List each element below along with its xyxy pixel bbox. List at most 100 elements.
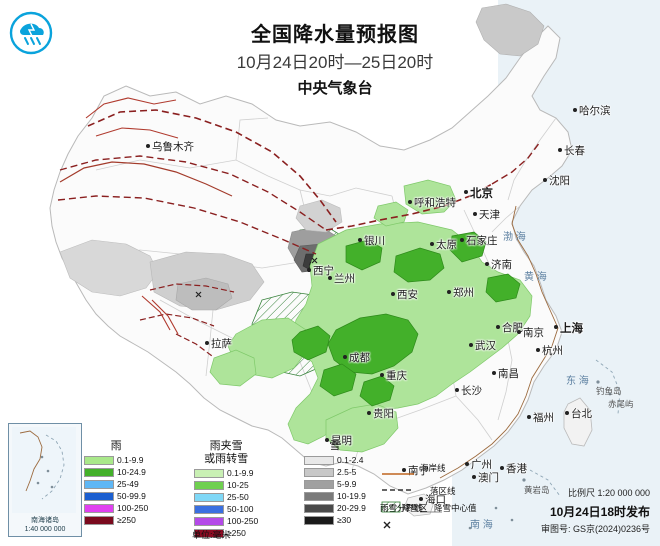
city-dot — [536, 348, 540, 352]
city-dot — [325, 438, 329, 442]
legend-range-label: 20-29.9 — [337, 503, 366, 513]
city-dot — [402, 468, 406, 472]
city-dot — [358, 238, 362, 242]
city-dot — [469, 343, 473, 347]
city-dot — [473, 212, 477, 216]
legend-swatch — [194, 529, 224, 538]
map-annotation: 黄岩岛 — [524, 485, 550, 495]
legend-row: 100-250 — [194, 516, 258, 527]
legend-swatch — [194, 517, 224, 526]
legend-snowcenter-label: 降雪中心值 — [434, 503, 477, 513]
legend-swatch — [84, 516, 114, 525]
legend-swatch — [84, 456, 114, 465]
city-dot — [500, 466, 504, 470]
legend-column-head: 雪 — [329, 440, 341, 452]
inset-caption: 南海诸岛 1:40 000 000 — [24, 517, 66, 533]
legend-range-label: 5-9.9 — [337, 479, 357, 489]
sea-label: 南 海 — [470, 520, 493, 531]
legend-column-sleet: 雨夹雪 或雨转雪 0.1-9.9 10-25 25-50 50-100 100-250 ≥25… — [194, 440, 258, 540]
legend-symbol-icons — [381, 473, 442, 529]
page-title: 全国降水量预报图 — [251, 24, 419, 46]
northwest-boundary — [59, 161, 233, 197]
legend-row: 10-19.9 — [304, 491, 366, 502]
city-label: 长春 — [564, 145, 585, 157]
city-label: 西安 — [397, 289, 418, 301]
city-label: 郑州 — [453, 287, 474, 299]
sea-label: 黄 海 — [524, 272, 547, 283]
city-label: 海口 — [425, 494, 446, 506]
city-label: 太原 — [436, 239, 457, 251]
legend-range-label: 25-49 — [117, 479, 139, 489]
legend-swatch — [304, 492, 334, 501]
city-label: 成都 — [349, 352, 370, 364]
city-dot — [485, 262, 489, 266]
legend-row: 10-25 — [194, 480, 258, 491]
city-label: 济南 — [491, 259, 512, 271]
rain-snow-boundary-line — [57, 109, 541, 357]
legend-row: 50-100 — [194, 504, 258, 515]
legend-row: 100-250 — [84, 503, 148, 514]
legend-range-label: ≥250 — [117, 515, 136, 525]
legend-range-label: ≥250 — [227, 528, 246, 538]
legend-row: ≥250 — [194, 528, 258, 539]
sea-dotted-boundaries — [529, 359, 621, 497]
legend-coastline-label: 海岸线 — [420, 463, 446, 473]
city-dot — [465, 462, 469, 466]
legend-range-label: 10-19.9 — [337, 491, 366, 501]
legend-swatch — [304, 516, 334, 525]
legend-swatch — [194, 469, 224, 478]
city-label: 澳门 — [478, 472, 499, 484]
legend-swatch — [84, 468, 114, 477]
legend-swatch — [84, 480, 114, 489]
city-label: 南昌 — [498, 368, 519, 380]
city-label: 重庆 — [386, 370, 407, 382]
issuing-org: 中央气象台 — [297, 80, 373, 97]
legend-swatch — [84, 492, 114, 501]
legend-range-label: ≥30 — [337, 515, 352, 525]
legend-row: 0.1-2.4 — [304, 455, 366, 466]
city-dot — [464, 190, 468, 194]
legend-unit: 单位:毫米 — [192, 530, 231, 540]
legend-row: 5-9.9 — [304, 479, 366, 490]
legend-row: 25-49 — [84, 479, 148, 490]
city-dot — [430, 242, 434, 246]
legend-range-label: 100-250 — [227, 516, 259, 526]
city-dot — [554, 325, 558, 329]
city-label: 沈阳 — [549, 175, 570, 187]
legend-column-rain: 雨 0.1-9.9 10-24.9 25-49 50-99.9 100-250 ≥250 — [84, 440, 148, 527]
map-scale-text: 比例尺 1:20 000 000 — [567, 488, 650, 498]
city-dot — [391, 292, 395, 296]
legend-range-label: 25-50 — [227, 492, 249, 502]
legend-range-label: 10-25 — [227, 480, 249, 490]
legend-row: 50-99.9 — [84, 491, 148, 502]
legend-row: ≥250 — [84, 515, 148, 526]
city-label: 西宁 — [313, 265, 334, 277]
city-label: 香港 — [506, 463, 527, 475]
legend-swatch — [304, 468, 334, 477]
approval-number: 审图号: GS京(2024)0236号 — [540, 524, 650, 534]
sea-label: 东 海 — [566, 376, 589, 387]
city-dot — [527, 415, 531, 419]
legend-row: 0.1-9.9 — [194, 468, 258, 479]
legend-range-label: 2.5-5 — [337, 467, 357, 477]
city-dot — [307, 268, 311, 272]
city-label: 武汉 — [475, 340, 496, 352]
title-block: 全国降水量预报图 10月24日20时—25日20时 中央气象台 — [185, 22, 485, 100]
city-label: 昆明 — [331, 435, 352, 447]
legend-row: 0.1-9.9 — [84, 455, 148, 466]
city-label: 福州 — [533, 412, 554, 424]
coastline — [439, 205, 559, 479]
legend-swatch — [194, 481, 224, 490]
island-dots — [468, 380, 612, 530]
legend-swatch — [304, 504, 334, 513]
legend-column-head: 雨 — [110, 440, 122, 452]
city-dot — [380, 373, 384, 377]
city-dot — [565, 411, 569, 415]
legend-range-label: 50-100 — [227, 504, 254, 514]
city-dot — [543, 178, 547, 182]
forecast-period: 10月24日20时—25日20时 — [236, 53, 434, 72]
legend-range-label: 0.1-9.9 — [117, 455, 144, 465]
legend-column-snow: 雪 0.1-2.4 2.5-5 5-9.9 10-19.9 20-29.9 ≥30 — [304, 440, 366, 527]
